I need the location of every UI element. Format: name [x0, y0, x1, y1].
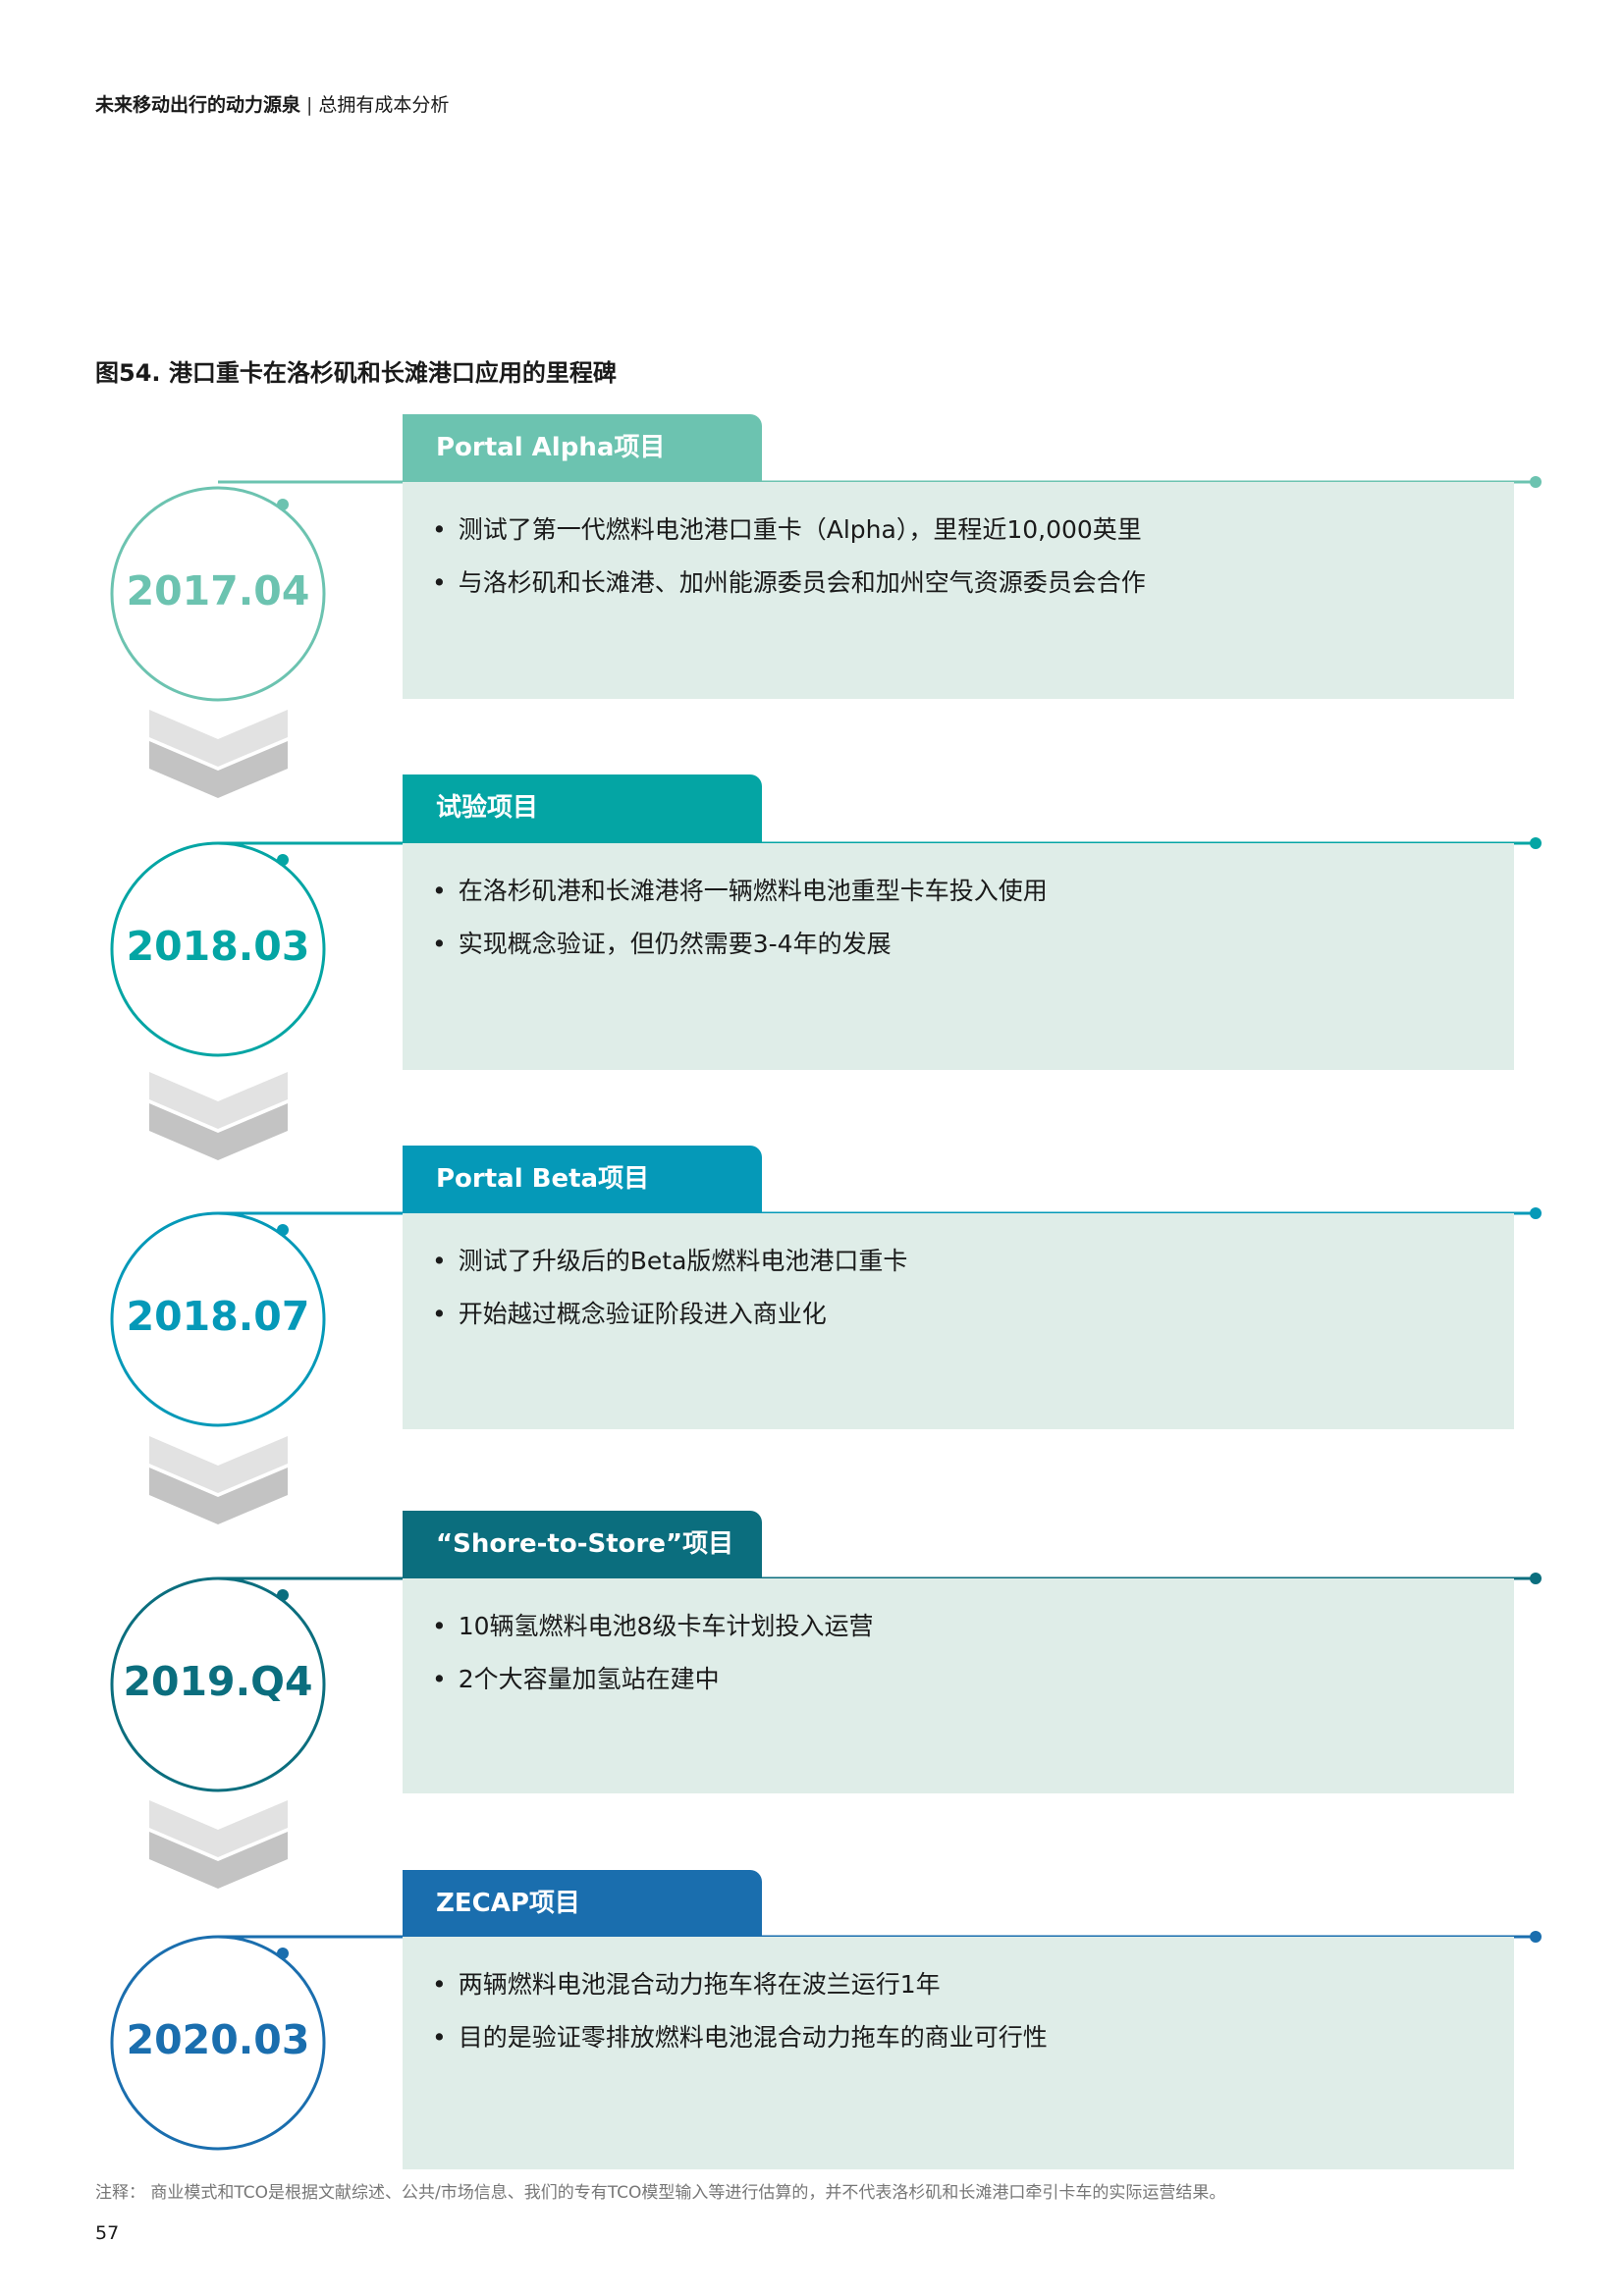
- line-end-dot: [1530, 1207, 1542, 1219]
- milestone-box: 测试了升级后的Beta版燃料电池港口重卡开始越过概念验证阶段进入商业化: [403, 1213, 1514, 1429]
- milestone-bullet: 实现概念验证，但仍然需要3-4年的发展: [432, 918, 1514, 971]
- milestone-box: 两辆燃料电池混合动力拖车将在波兰运行1年目的是验证零排放燃料电池混合动力拖车的商…: [403, 1937, 1514, 2169]
- line-end-dot: [1530, 837, 1542, 849]
- date-circle: [110, 1211, 326, 1427]
- milestone-date: 2017.04: [126, 567, 310, 614]
- chevron-arrow-icon: [149, 1832, 288, 1889]
- circle-dot: [277, 1224, 289, 1236]
- milestone-bullet: 测试了升级后的Beta版燃料电池港口重卡: [432, 1235, 1514, 1288]
- date-circle: [110, 1935, 326, 2151]
- chevron-arrow-icon: [149, 1072, 288, 1129]
- milestone-box: 在洛杉矶港和长滩港将一辆燃料电池重型卡车投入使用实现概念验证，但仍然需要3-4年…: [403, 843, 1514, 1070]
- chevron-arrow-icon: [149, 1468, 288, 1524]
- milestone-bullet: 与洛杉矶和长滩港、加州能源委员会和加州空气资源委员会合作: [432, 557, 1514, 610]
- report-title: 未来移动出行的动力源泉: [95, 94, 301, 116]
- milestone-box: 10辆氢燃料电池8级卡车计划投入运营2个大容量加氢站在建中: [403, 1578, 1514, 1793]
- milestone-bullet: 10辆氢燃料电池8级卡车计划投入运营: [432, 1600, 1514, 1653]
- line-end-dot: [1530, 1573, 1542, 1584]
- circle-dot: [277, 854, 289, 866]
- chevron-arrow-icon: [149, 1436, 288, 1493]
- milestone-date: 2018.07: [126, 1293, 310, 1340]
- milestone-tab: 试验项目: [403, 774, 762, 843]
- figure-title: 图54. 港口重卡在洛杉矶和长滩港口应用的里程碑: [95, 359, 617, 387]
- circle-dot: [277, 1948, 289, 1959]
- chevron-arrow-icon: [149, 1800, 288, 1857]
- chevron-arrow-icon: [149, 1103, 288, 1160]
- date-circle: [110, 1576, 326, 1792]
- date-circle: [110, 841, 326, 1057]
- milestone-tab: ZECAP项目: [403, 1870, 762, 1939]
- milestone-tab: “Shore-to-Store”项目: [403, 1511, 762, 1579]
- milestone-date: 2019.Q4: [123, 1658, 313, 1705]
- milestone-bullet: 目的是验证零排放燃料电池混合动力拖车的商业可行性: [432, 2011, 1514, 2064]
- line-end-dot: [1530, 1931, 1542, 1943]
- milestone-tab: Portal Beta项目: [403, 1146, 762, 1214]
- chevron-arrow-icon: [149, 741, 288, 798]
- milestone-date: 2020.03: [126, 2016, 310, 2063]
- line-end-dot: [1530, 476, 1542, 488]
- milestone-bullet: 开始越过概念验证阶段进入商业化: [432, 1288, 1514, 1341]
- date-circle: [110, 486, 326, 702]
- header-separator: |: [306, 94, 313, 116]
- milestone-bullet: 2个大容量加氢站在建中: [432, 1653, 1514, 1706]
- section-title: 总拥有成本分析: [318, 94, 450, 116]
- milestone-bullet: 两辆燃料电池混合动力拖车将在波兰运行1年: [432, 1958, 1514, 2011]
- milestone-tab: Portal Alpha项目: [403, 414, 762, 483]
- page-number: 57: [95, 2222, 120, 2244]
- milestone-box: 测试了第一代燃料电池港口重卡（Alpha），里程近10,000英里与洛杉矶和长滩…: [403, 482, 1514, 699]
- running-header: 未来移动出行的动力源泉 | 总拥有成本分析: [95, 90, 449, 117]
- milestone-bullet: 在洛杉矶港和长滩港将一辆燃料电池重型卡车投入使用: [432, 865, 1514, 918]
- milestone-date: 2018.03: [126, 923, 310, 970]
- circle-dot: [277, 1589, 289, 1601]
- milestone-bullet: 测试了第一代燃料电池港口重卡（Alpha），里程近10,000英里: [432, 504, 1514, 557]
- circle-dot: [277, 499, 289, 510]
- footnote: 注释： 商业模式和TCO是根据文献综述、公共/市场信息、我们的专有TCO模型输入…: [95, 2183, 1226, 2203]
- chevron-arrow-icon: [149, 710, 288, 767]
